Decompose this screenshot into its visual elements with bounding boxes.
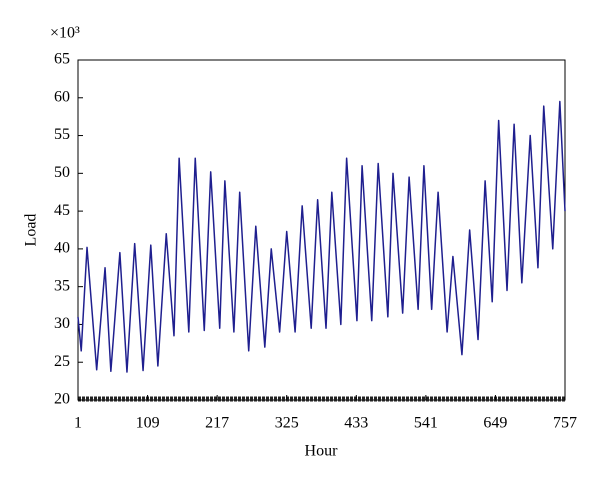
y-tick-label: 25 — [54, 353, 70, 370]
x-axis-label: Hour — [305, 443, 339, 460]
x-tick-label: 325 — [275, 415, 299, 432]
y-tick-label: 45 — [54, 202, 70, 219]
x-tick-label: 109 — [136, 415, 160, 432]
load-line — [77, 100, 566, 373]
y-tick-label: 65 — [54, 51, 70, 68]
y-axis-label: Load — [23, 214, 40, 247]
y-tick-label: 60 — [54, 88, 70, 105]
x-tick-label: 1 — [74, 415, 82, 432]
y-tick-label: 55 — [54, 126, 70, 143]
y-tick-label: 40 — [54, 240, 70, 257]
x-tick-label: 757 — [553, 415, 577, 432]
plot-frame — [77, 59, 566, 401]
y-tick-label: 50 — [54, 164, 70, 181]
y-tick-label: 35 — [54, 277, 70, 294]
multiplier-label: ×10³ — [50, 25, 80, 42]
x-tick-label: 433 — [344, 415, 368, 432]
y-tick-label: 30 — [54, 315, 70, 332]
y-tick-label: 20 — [54, 391, 70, 408]
x-tick-label: 649 — [483, 415, 507, 432]
x-tick-label: 217 — [205, 415, 229, 432]
x-tick-label: 541 — [414, 415, 438, 432]
